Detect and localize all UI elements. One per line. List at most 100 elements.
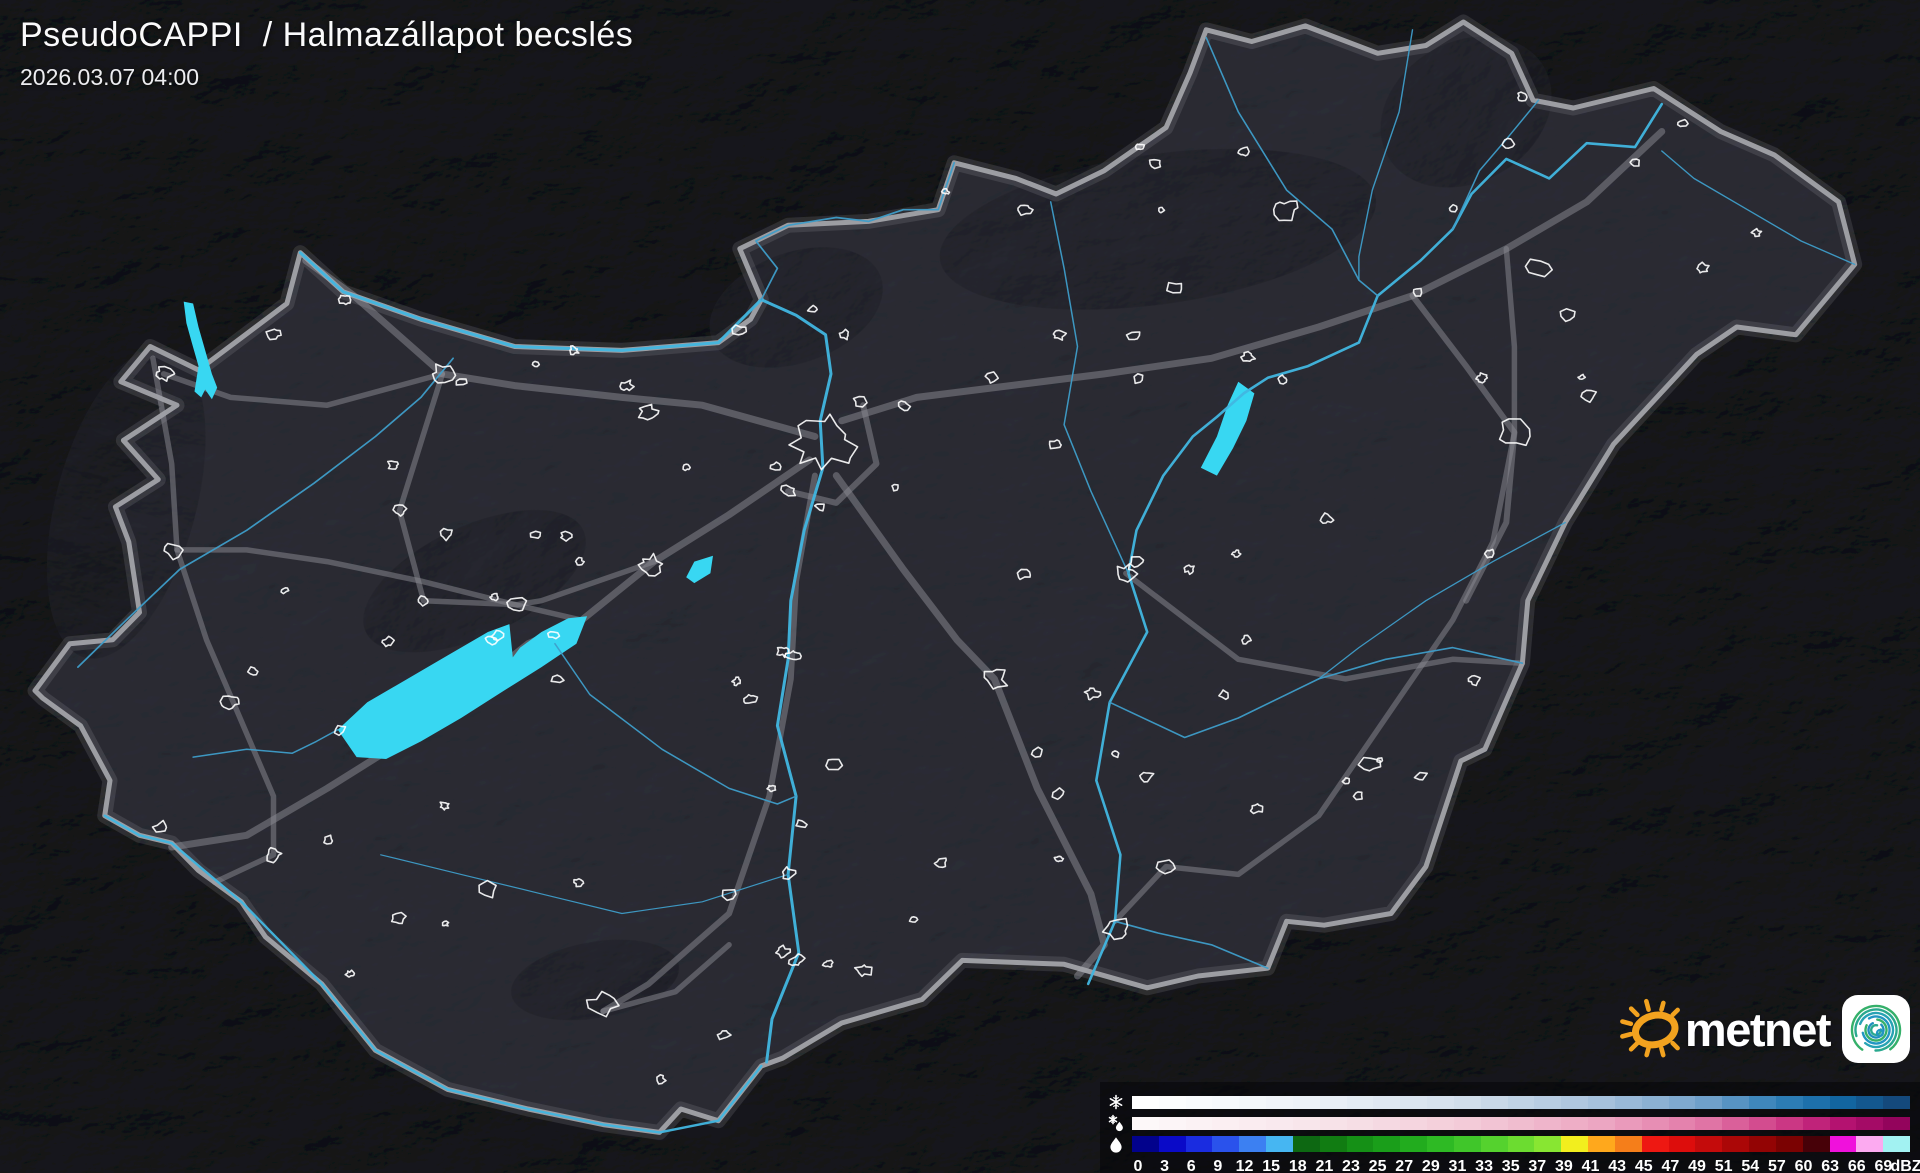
river	[554, 642, 797, 805]
legend-tick-label: 60	[1794, 1158, 1813, 1173]
settlement	[619, 379, 635, 392]
settlement	[1030, 746, 1043, 758]
settlement	[1319, 512, 1335, 524]
legend-color-segment	[1185, 1136, 1213, 1152]
legend-color-segment	[1829, 1116, 1857, 1130]
settlement	[1501, 137, 1516, 149]
settlement	[838, 328, 850, 341]
settlement	[441, 920, 450, 927]
page-title: PseudoCAPPI / Halmazállapot becslés	[20, 16, 634, 54]
settlement	[333, 724, 347, 737]
settlement	[780, 484, 797, 497]
legend-color-segment	[1588, 1116, 1615, 1130]
legend-color-segment	[1400, 1095, 1428, 1109]
settlement	[781, 866, 797, 880]
settlement	[983, 668, 1009, 690]
legend-color-segment	[1856, 1095, 1884, 1109]
settlement	[392, 504, 408, 517]
settlement	[1101, 917, 1129, 941]
settlement	[1467, 674, 1481, 687]
settlement	[1048, 439, 1062, 450]
legend-color-segment	[1212, 1116, 1240, 1130]
settlement	[1083, 687, 1102, 701]
settlement	[1696, 261, 1710, 274]
settlement-budapest	[788, 413, 859, 471]
settlement	[1051, 787, 1065, 801]
legend-colorbar-rain	[1132, 1136, 1911, 1152]
lake-balaton	[337, 616, 588, 759]
settlement	[489, 592, 499, 602]
settlement	[1352, 791, 1363, 801]
settlement	[219, 695, 240, 711]
settlement	[560, 530, 573, 542]
road	[150, 355, 277, 885]
legend-color-segment	[1400, 1136, 1428, 1152]
legend-color-segment	[1453, 1095, 1481, 1109]
legend-color-segment	[1319, 1095, 1347, 1109]
settlement	[940, 187, 951, 195]
legend-tick-label: 21	[1315, 1158, 1334, 1173]
legend-color-segment	[1158, 1095, 1186, 1109]
legend-tick-label: 63	[1821, 1158, 1840, 1173]
settlement	[806, 304, 818, 313]
lake-ferto	[183, 301, 218, 400]
legend-tick-label: 23	[1342, 1158, 1360, 1173]
metnet-logo[interactable]: metnet	[1617, 992, 1914, 1066]
settlement	[721, 889, 737, 902]
sun-icon	[1617, 992, 1693, 1066]
legend-color-segment	[1266, 1136, 1293, 1152]
legend-color-segment	[1158, 1136, 1186, 1152]
legend-color-segment	[1132, 1116, 1159, 1130]
legend-tick-label: 31	[1448, 1158, 1467, 1173]
legend-tick-label: 69	[1874, 1158, 1893, 1173]
legend-color-segment	[1775, 1095, 1803, 1109]
legend-tick-label: 54	[1741, 1158, 1760, 1173]
settlement	[490, 629, 505, 642]
raindrop-icon	[1110, 1137, 1122, 1153]
settlement	[1341, 777, 1351, 785]
legend-color-segment	[1588, 1136, 1615, 1152]
legend-colorbar-snow	[1132, 1095, 1911, 1109]
legend-color-segment	[1668, 1116, 1696, 1130]
legend-colorbar-sleet	[1132, 1116, 1911, 1130]
legend-color-segment	[1373, 1095, 1401, 1109]
settlement	[891, 483, 899, 492]
settlement	[484, 635, 499, 646]
settlement	[1237, 146, 1250, 157]
legend-color-segment	[1883, 1136, 1911, 1152]
legend-color-segment	[1588, 1095, 1615, 1109]
legend-color-segment	[1695, 1095, 1723, 1109]
legend-tick-label: 66	[1847, 1158, 1866, 1173]
legend-color-segment	[1802, 1095, 1830, 1109]
settlement	[908, 916, 919, 923]
legend-tick-label: 33	[1475, 1158, 1493, 1173]
metnet-app-icon	[1842, 995, 1910, 1063]
legend-color-segment	[1775, 1136, 1803, 1152]
legend-color-segment	[1292, 1136, 1320, 1152]
legend-color-segment	[1614, 1095, 1642, 1109]
legend-color-segment	[1292, 1116, 1320, 1130]
settlement	[387, 460, 400, 470]
settlement	[795, 819, 808, 829]
legend-color-segment	[1695, 1116, 1723, 1130]
settlement	[323, 834, 334, 845]
lake-velence	[686, 555, 713, 584]
legend-color-segment	[1132, 1136, 1159, 1152]
settlement	[478, 879, 497, 899]
legend-color-segment	[1641, 1136, 1669, 1152]
settlement	[431, 363, 457, 384]
legend-color-segment	[1400, 1116, 1428, 1130]
legend-color-segment	[1266, 1095, 1293, 1109]
legend-color-segment	[1668, 1136, 1696, 1152]
road	[832, 472, 1108, 980]
settlement	[1155, 859, 1176, 875]
legend-tick-row: 0 3 6 9 12 15 18 21 23 25 27 29 31 33 35 37 39 41 43 45 47 49…	[1134, 1157, 1920, 1173]
dbz-legend: 0 3 6 9 12 15 18 21 23 25 27 29 31 33 35 37 39 41 43 45 47 49…	[1100, 1082, 1920, 1173]
settlement	[151, 819, 168, 833]
settlement	[1498, 418, 1531, 447]
legend-tick-label: 29	[1421, 1158, 1440, 1173]
legend-color-segment	[1829, 1095, 1857, 1109]
legend-color-segment	[1668, 1095, 1696, 1109]
settlement	[1111, 750, 1120, 759]
